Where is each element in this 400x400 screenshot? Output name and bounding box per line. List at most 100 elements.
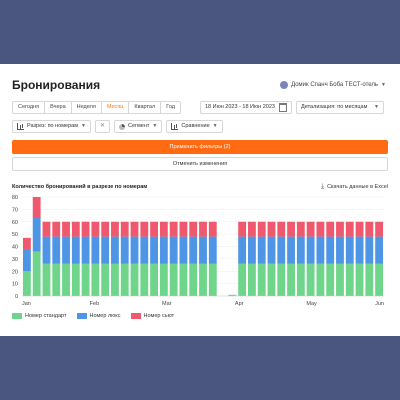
bar-segment[interactable] [62, 236, 70, 264]
bar-segment[interactable] [81, 263, 90, 296]
legend-item-deluxe[interactable]: Номер люкс [76, 313, 121, 319]
bar-segment[interactable] [179, 236, 188, 264]
bar-segment[interactable] [355, 263, 364, 296]
bar-segment[interactable] [238, 263, 247, 296]
detail-select[interactable]: Детализация: по месяцам ▼ [296, 101, 384, 114]
compare-select[interactable]: Сравнение ▼ [166, 120, 223, 133]
bar-segment[interactable] [345, 263, 354, 296]
clear-breakdown-button[interactable]: ✕ [94, 120, 110, 133]
tab-week[interactable]: Неделя [71, 101, 102, 114]
bar-segment[interactable] [375, 236, 384, 264]
bar-segment[interactable] [355, 236, 364, 264]
bar-segment[interactable] [91, 236, 100, 264]
bar-segment[interactable] [120, 236, 129, 264]
bar-segment[interactable] [267, 263, 276, 296]
bar-segment[interactable] [287, 221, 295, 237]
bar-segment[interactable] [199, 236, 207, 264]
date-range-picker[interactable]: 18 Июн 2023 - 18 Июн 2023 [200, 101, 292, 114]
bar-segment[interactable] [248, 236, 256, 264]
bar-segment[interactable] [228, 294, 237, 296]
bar-segment[interactable] [208, 236, 217, 264]
bar-segment[interactable] [267, 236, 276, 264]
bar-segment[interactable] [62, 263, 70, 296]
bar-segment[interactable] [296, 221, 305, 237]
bar-segment[interactable] [169, 263, 178, 296]
bar-segment[interactable] [62, 221, 70, 237]
bar-segment[interactable] [159, 236, 168, 264]
bar-segment[interactable] [140, 221, 149, 237]
bar-segment[interactable] [287, 236, 295, 264]
tab-quarter[interactable]: Квартал [129, 101, 162, 114]
bar-segment[interactable] [306, 221, 315, 237]
bar-segment[interactable] [32, 218, 41, 252]
bar-segment[interactable] [81, 221, 90, 237]
bar-segment[interactable] [111, 221, 119, 237]
bar-segment[interactable] [345, 221, 354, 237]
bar-segment[interactable] [208, 221, 217, 237]
bar-segment[interactable] [101, 221, 110, 237]
tab-year[interactable]: Год [161, 101, 181, 114]
bar-segment[interactable] [52, 263, 61, 296]
bar-segment[interactable] [101, 263, 110, 296]
bar-segment[interactable] [365, 221, 374, 237]
bar-segment[interactable] [71, 263, 80, 296]
bar-segment[interactable] [52, 221, 61, 237]
bar-segment[interactable] [169, 221, 178, 237]
bar-segment[interactable] [257, 236, 266, 264]
bar-segment[interactable] [52, 236, 61, 264]
bar-segment[interactable] [287, 263, 295, 296]
bar-segment[interactable] [120, 263, 129, 296]
bar-segment[interactable] [248, 221, 256, 237]
bar-segment[interactable] [238, 221, 247, 237]
bar-segment[interactable] [91, 221, 100, 237]
bar-segment[interactable] [159, 263, 168, 296]
bar-segment[interactable] [22, 271, 31, 296]
segment-select[interactable]: Сегмент ▼ [113, 120, 163, 133]
bar-segment[interactable] [316, 263, 325, 296]
bar-segment[interactable] [22, 248, 31, 272]
bar-segment[interactable] [150, 221, 158, 237]
bar-segment[interactable] [130, 236, 139, 264]
bar-segment[interactable] [111, 236, 119, 264]
bar-segment[interactable] [326, 221, 335, 237]
bar-segment[interactable] [257, 221, 266, 237]
bar-segment[interactable] [375, 263, 384, 296]
bar-segment[interactable] [208, 263, 217, 296]
bar-segment[interactable] [101, 236, 110, 264]
bar-segment[interactable] [199, 263, 207, 296]
bar-segment[interactable] [159, 221, 168, 237]
bar-segment[interactable] [277, 263, 286, 296]
legend-item-suite[interactable]: Номер сьют [130, 313, 174, 319]
bar-segment[interactable] [199, 221, 207, 237]
bar-segment[interactable] [32, 251, 41, 296]
breakdown-select[interactable]: Разрез: по номерам ▼ [12, 120, 91, 133]
bar-segment[interactable] [71, 221, 80, 237]
bar-segment[interactable] [42, 263, 51, 296]
bar-segment[interactable] [140, 236, 149, 264]
bar-segment[interactable] [336, 236, 344, 264]
bar-segment[interactable] [150, 236, 158, 264]
bar-segment[interactable] [326, 236, 335, 264]
bar-segment[interactable] [296, 263, 305, 296]
bar-segment[interactable] [306, 236, 315, 264]
bar-segment[interactable] [316, 236, 325, 264]
bar-segment[interactable] [42, 236, 51, 264]
bar-segment[interactable] [169, 236, 178, 264]
bar-segment[interactable] [248, 263, 256, 296]
bar-segment[interactable] [316, 221, 325, 237]
bar-segment[interactable] [179, 221, 188, 237]
bar-segment[interactable] [375, 221, 384, 237]
cancel-changes-button[interactable]: Отменить изменения [12, 157, 388, 171]
bar-segment[interactable] [42, 221, 51, 237]
bar-segment[interactable] [267, 221, 276, 237]
bar-segment[interactable] [32, 197, 41, 219]
bar-segment[interactable] [238, 236, 247, 264]
bar-segment[interactable] [71, 236, 80, 264]
legend-item-standard[interactable]: Номер стандарт [12, 313, 67, 319]
bar-segment[interactable] [277, 236, 286, 264]
tab-today[interactable]: Сегодня [12, 101, 46, 114]
bar-segment[interactable] [22, 237, 31, 249]
bar-segment[interactable] [120, 221, 129, 237]
bar-segment[interactable] [189, 221, 198, 237]
bar-segment[interactable] [336, 263, 344, 296]
